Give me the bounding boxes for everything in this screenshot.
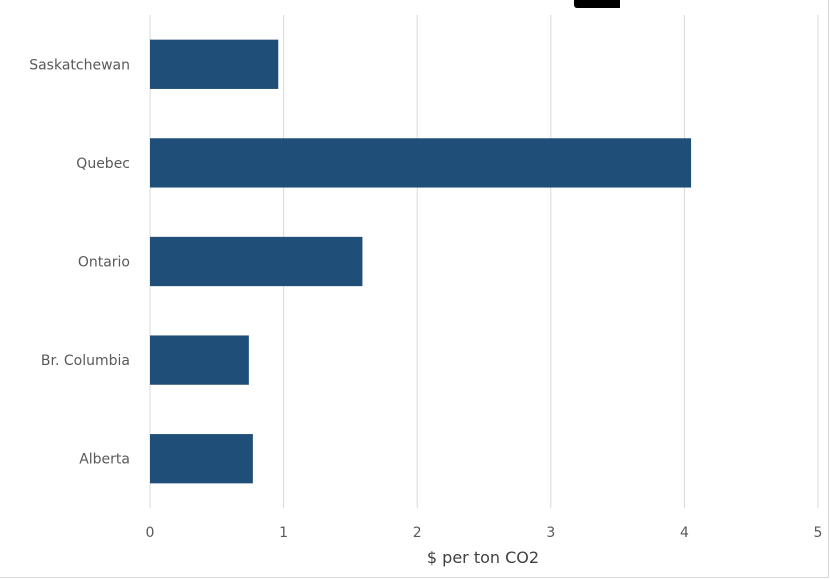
x-tick-label: 1: [279, 525, 288, 541]
x-tick-label: 3: [546, 525, 555, 541]
x-axis-title: $ per ton CO2: [427, 548, 539, 567]
category-label: Br. Columbia: [41, 353, 130, 369]
x-tick-label: 4: [680, 525, 689, 541]
bar-quebec: [150, 138, 692, 188]
chart-title-fragment: [530, 0, 620, 8]
bars: [150, 39, 692, 484]
x-tick-label: 0: [146, 525, 155, 541]
bar-saskatchewan: [150, 39, 279, 89]
category-label: Alberta: [79, 452, 130, 468]
category-labels: Saskatchewan Quebec Ontario Br. Columbia Alb…: [29, 57, 130, 467]
bar-br-columbia: [150, 335, 249, 385]
x-tick-label: 5: [814, 525, 823, 541]
category-label: Ontario: [78, 255, 130, 271]
x-tick-labels: 0 1 2 3 4 5: [146, 525, 823, 541]
gridlines: [149, 15, 819, 508]
x-tick-label: 2: [413, 525, 422, 541]
bar-alberta: [150, 434, 253, 484]
category-label: Saskatchewan: [29, 57, 130, 73]
bar-ontario: [150, 236, 363, 287]
category-label: Quebec: [76, 156, 130, 172]
